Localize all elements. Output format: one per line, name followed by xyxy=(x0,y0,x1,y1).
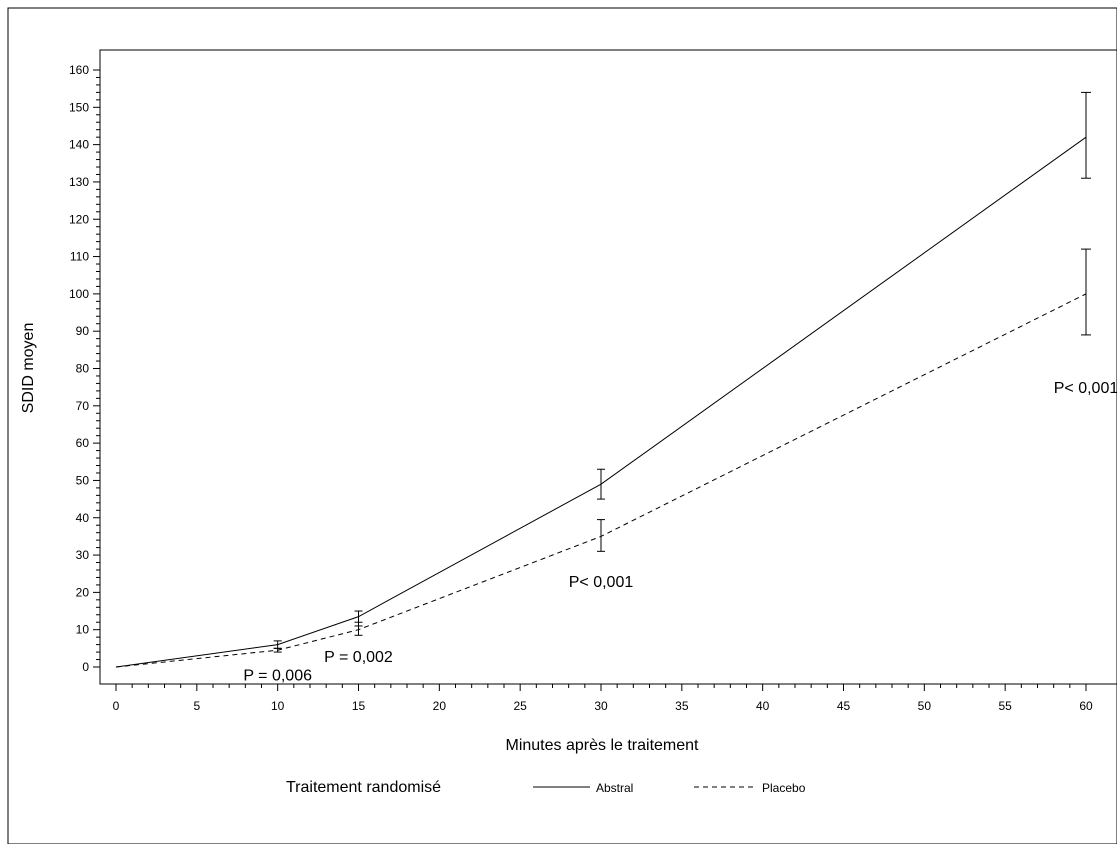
p-value-annotation: P = 0,006 xyxy=(243,667,312,684)
x-tick-label: 20 xyxy=(433,699,447,713)
y-tick-label: 160 xyxy=(69,63,89,77)
legend-title: Traitement randomisé xyxy=(286,779,441,796)
plot-area xyxy=(99,49,1117,685)
x-tick-label: 35 xyxy=(675,699,689,713)
p-value-annotation: P< 0,001 xyxy=(1054,380,1117,397)
series-layer xyxy=(115,91,1091,668)
y-tick-label: 10 xyxy=(76,623,90,637)
y-tick-label: 30 xyxy=(76,548,90,562)
x-tick-label: 45 xyxy=(837,699,851,713)
y-axis-title: SDID moyen xyxy=(20,323,37,414)
x-tick-label: 10 xyxy=(271,699,285,713)
y-tick-label: 70 xyxy=(76,399,90,413)
x-tick-label: 5 xyxy=(193,699,200,713)
x-tick-label: 15 xyxy=(352,699,366,713)
y-axis: 0 10 20 30 40 50 60 70 80 90 100 110 120 130 140 150 160 xyxy=(69,63,100,674)
y-tick-label: 110 xyxy=(70,250,89,264)
p-value-annotation: P< 0,001 xyxy=(569,574,634,591)
annotation-layer: P = 0,006 P = 0,002 P< 0,001 P< 0,001 xyxy=(243,380,1117,684)
outer-border xyxy=(7,7,1117,844)
y-tick-label: 130 xyxy=(69,175,89,189)
x-tick-label: 60 xyxy=(1079,699,1093,713)
y-tick-label: 120 xyxy=(69,212,89,226)
x-tick-label: 25 xyxy=(513,699,527,713)
legend-label-placebo: Placebo xyxy=(762,781,806,795)
legend-label-abstral: Abstral xyxy=(596,781,633,795)
p-value-annotation: P = 0,002 xyxy=(324,649,393,666)
x-tick-label: 55 xyxy=(998,699,1012,713)
x-tick-label: 40 xyxy=(756,699,770,713)
legend: Traitement randomisé Abstral Placebo xyxy=(286,779,806,796)
x-axis: 0 5 10 15 20 25 30 35 40 45 50 55 60 xyxy=(113,684,1093,713)
y-tick-label: 80 xyxy=(76,362,90,376)
y-tick-label: 150 xyxy=(69,100,89,114)
y-tick-label: 40 xyxy=(76,511,90,525)
y-tick-label: 60 xyxy=(76,436,90,450)
y-tick-label: 140 xyxy=(69,138,89,152)
x-axis-title: Minutes après le traitement xyxy=(506,737,700,754)
y-tick-label: 0 xyxy=(82,660,89,674)
y-tick-label: 100 xyxy=(69,287,89,301)
y-tick-label: 50 xyxy=(76,473,90,487)
x-tick-label: 30 xyxy=(594,699,608,713)
x-tick-label: 50 xyxy=(918,699,932,713)
x-tick-label: 0 xyxy=(113,699,120,713)
y-tick-label: 90 xyxy=(76,324,90,338)
y-tick-label: 20 xyxy=(76,585,90,599)
